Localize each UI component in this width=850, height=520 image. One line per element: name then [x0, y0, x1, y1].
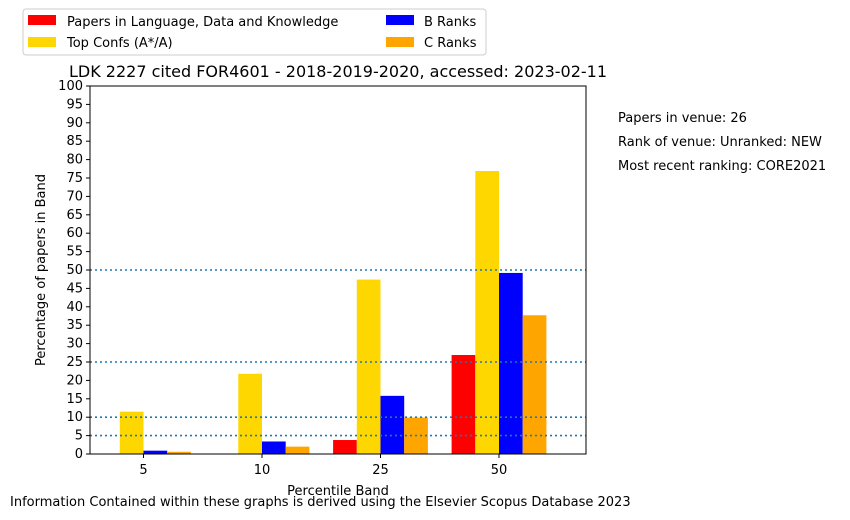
- y-tick-label: 75: [66, 171, 83, 186]
- y-tick-label: 0: [75, 447, 83, 462]
- footer-note: Information Contained within these graph…: [10, 495, 631, 510]
- y-tick-label: 100: [58, 79, 83, 94]
- bar-b-ranks-5: [143, 450, 168, 454]
- y-tick-label: 80: [66, 153, 83, 168]
- y-tick-label: 65: [66, 208, 83, 223]
- x-tick-label: 25: [372, 463, 389, 478]
- y-tick-label: 20: [66, 373, 83, 388]
- rank-of-venue-text: Rank of venue: Unranked: NEW: [618, 135, 822, 150]
- bar-c-ranks-50: [522, 315, 547, 454]
- y-tick-label: 5: [75, 429, 83, 444]
- bar-papers-in-language-data-and-knowledge-25: [333, 440, 357, 454]
- bar-b-ranks-25: [380, 395, 405, 454]
- x-tick-label: 5: [139, 463, 147, 478]
- y-axis-label: Percentage of papers in Band: [34, 174, 49, 366]
- legend-swatch-b-ranks: [386, 15, 414, 25]
- legend-frame: [22, 8, 487, 56]
- chart-title: LDK 2227 cited FOR4601 - 2018-2019-2020,…: [69, 62, 607, 81]
- x-tick-label: 10: [254, 463, 271, 478]
- bar-c-ranks-10: [285, 446, 310, 454]
- bar-top-confs-a-a--50: [475, 171, 499, 454]
- bar-b-ranks-10: [262, 441, 286, 454]
- bar-top-confs-a-a--5: [119, 411, 144, 454]
- most-recent-ranking-text: Most recent ranking: CORE2021: [618, 159, 827, 174]
- legend-swatch-top-confs: [28, 37, 56, 47]
- legend: Papers in Language, Data and Knowledge T…: [22, 8, 487, 56]
- y-tick-label: 50: [66, 263, 83, 278]
- bar-top-confs-a-a--25: [356, 279, 381, 454]
- legend-swatch-papers: [28, 15, 56, 25]
- legend-label-b-ranks: B Ranks: [424, 15, 477, 30]
- y-tick-label: 40: [66, 300, 83, 315]
- bar-c-ranks-5: [167, 451, 191, 454]
- legend-label-top-confs: Top Confs (A*/A): [66, 36, 173, 51]
- y-tick-label: 45: [66, 281, 83, 296]
- y-tick-label: 25: [66, 355, 83, 370]
- y-tick-label: 30: [66, 337, 83, 352]
- y-tick-label: 10: [66, 410, 83, 425]
- x-axis-label: Percentile Band: [287, 484, 389, 499]
- bar-top-confs-a-a--10: [238, 373, 262, 454]
- x-tick-label: 50: [491, 463, 508, 478]
- bar-b-ranks-50: [499, 272, 523, 454]
- y-tick-label: 35: [66, 318, 83, 333]
- y-tick-label: 70: [66, 189, 83, 204]
- legend-swatch-c-ranks: [386, 37, 414, 47]
- y-tick-label: 90: [66, 116, 83, 131]
- papers-in-venue-text: Papers in venue: 26: [618, 111, 747, 126]
- y-tick-label: 60: [66, 226, 83, 241]
- legend-label-papers: Papers in Language, Data and Knowledge: [67, 15, 338, 30]
- legend-label-c-ranks: C Ranks: [424, 36, 477, 51]
- y-tick-label: 15: [66, 392, 83, 407]
- y-tick-label: 55: [66, 245, 83, 260]
- bar-papers-in-language-data-and-knowledge-50: [451, 355, 476, 454]
- y-tick-label: 85: [66, 134, 83, 149]
- plot-area: 0 5 10 15 20 25 30 35 40 45 50 55 60 65 70 75 80 85 90 95 10…: [58, 79, 587, 478]
- y-tick-label: 95: [66, 97, 83, 112]
